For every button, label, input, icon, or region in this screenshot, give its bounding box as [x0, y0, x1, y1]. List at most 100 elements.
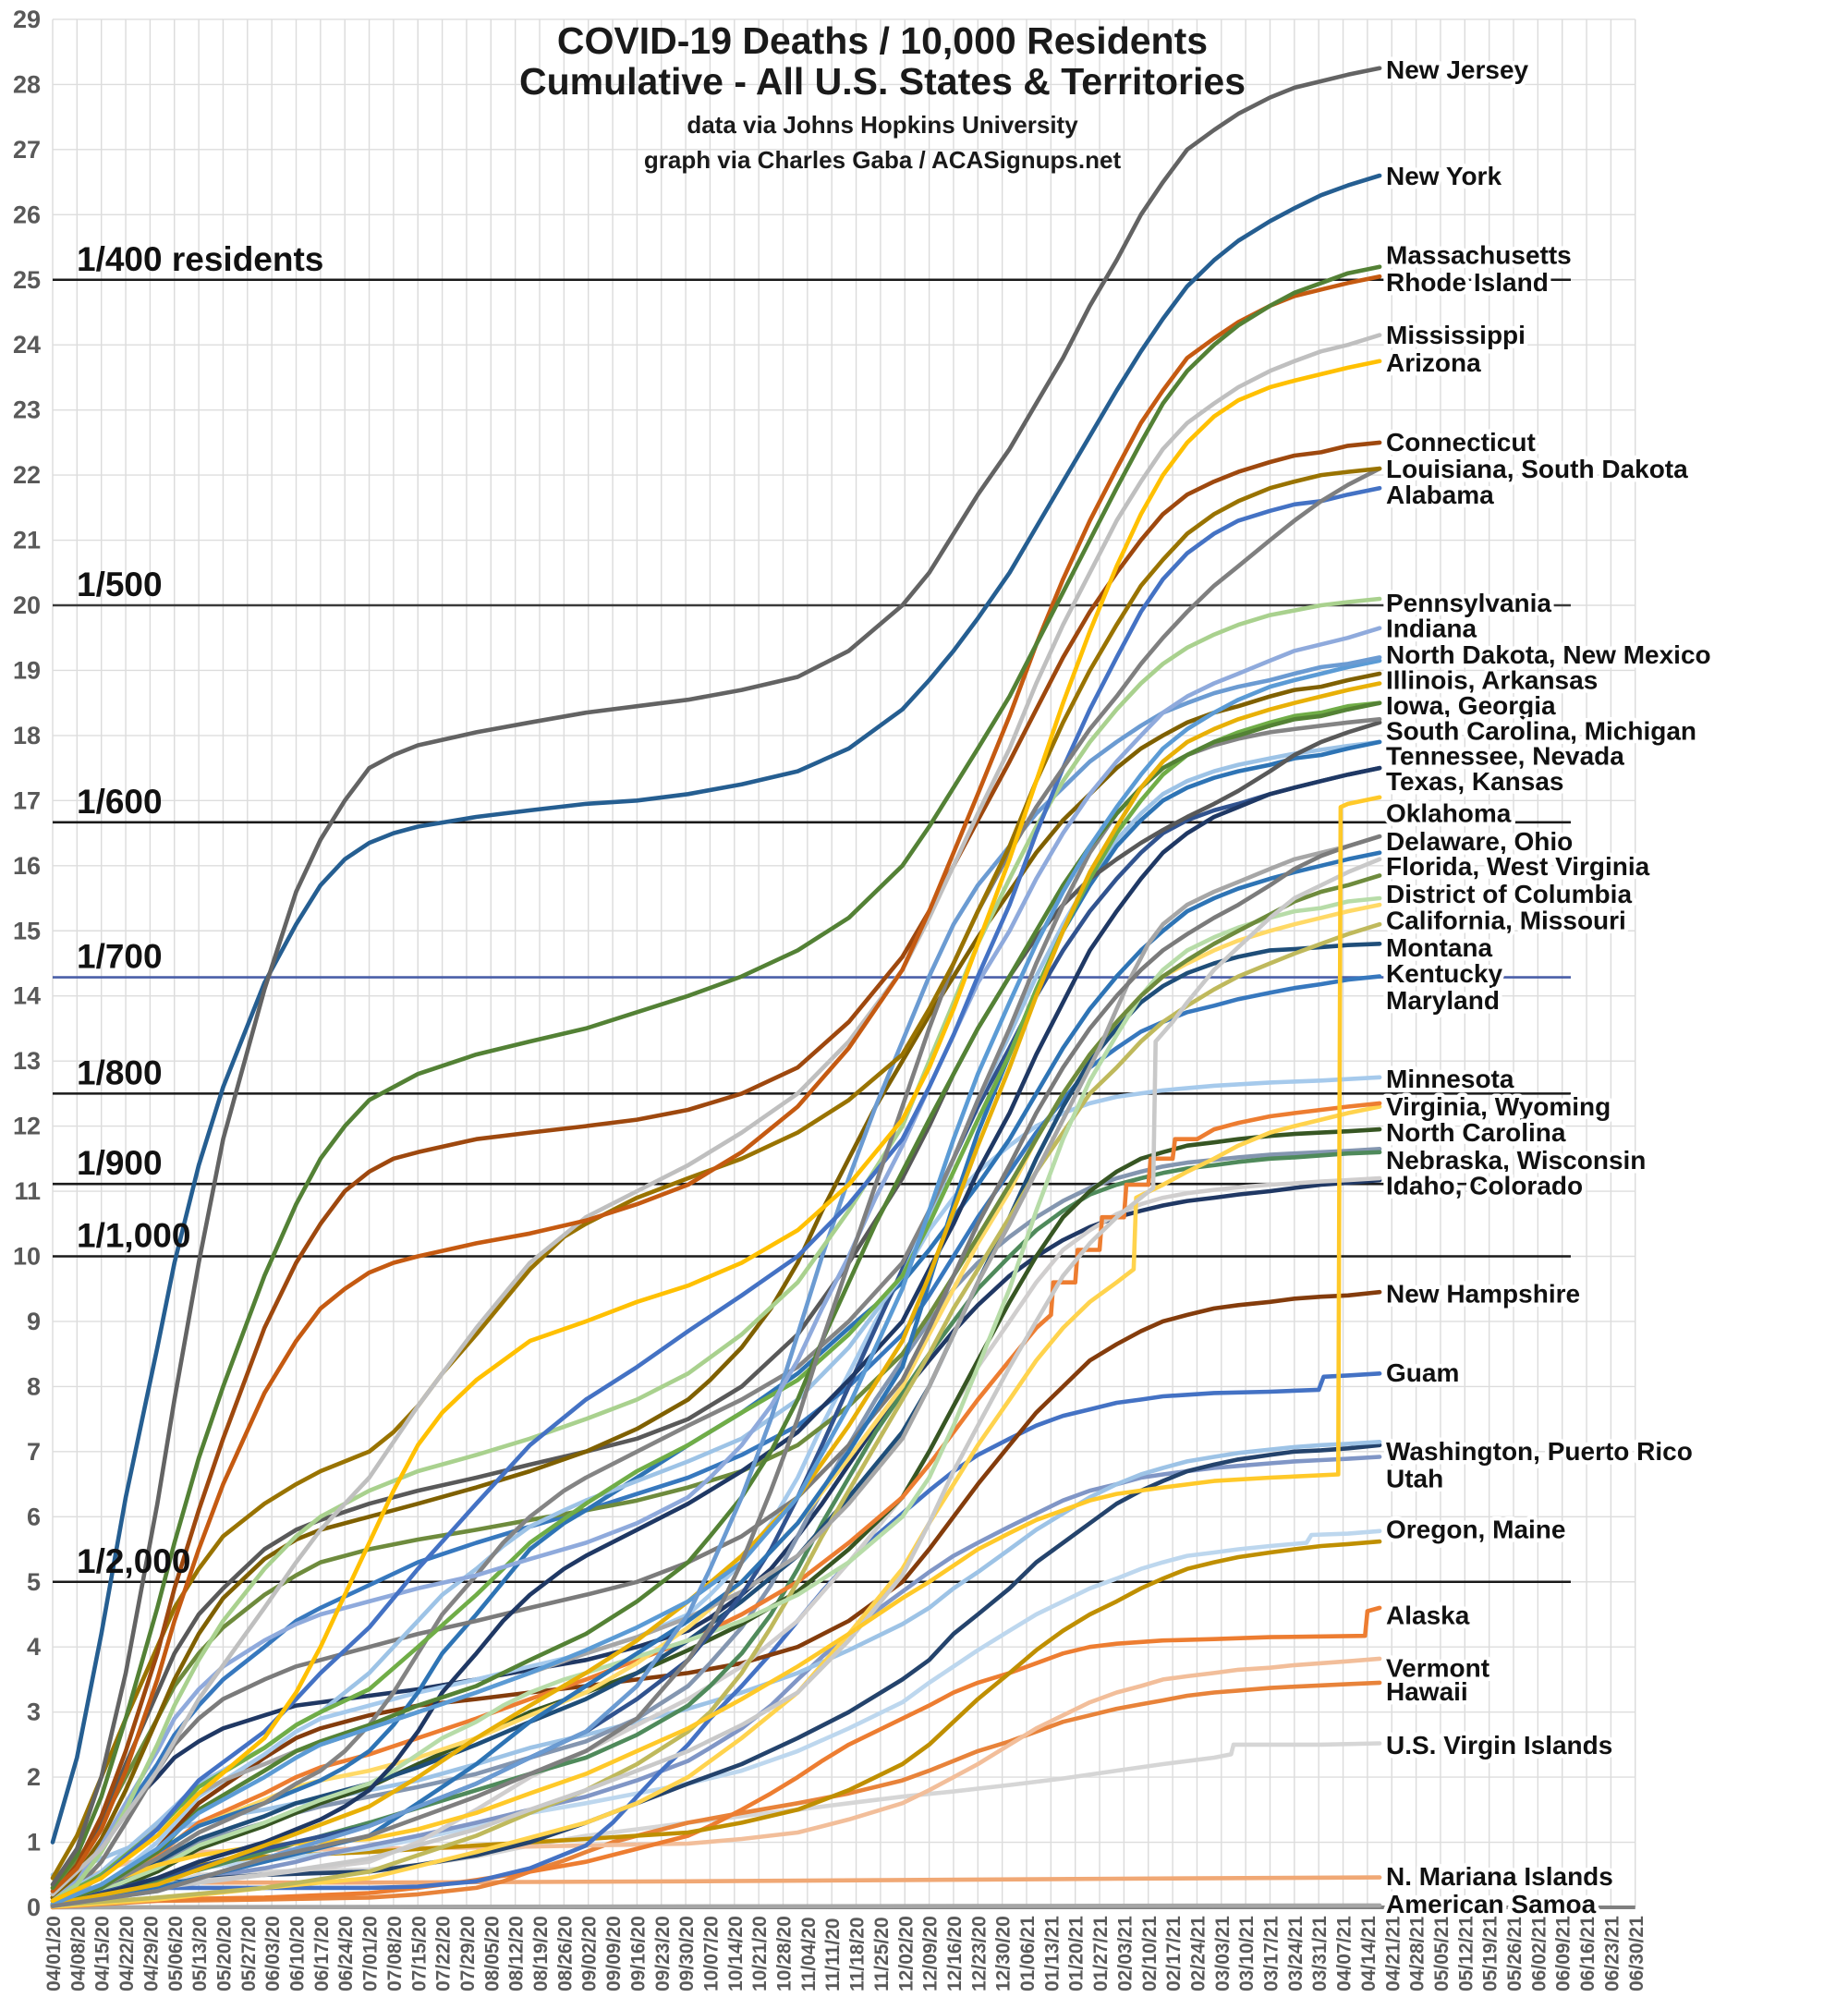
y-tick-label: 14: [13, 982, 41, 1010]
x-tick-label: 06/24/20: [335, 1916, 357, 1991]
y-tick-label: 12: [13, 1113, 41, 1140]
series-line-ohio: [50, 834, 1382, 1906]
state-label-alaska: Alaska: [1386, 1601, 1470, 1630]
series-line-connecticut: [50, 440, 1382, 1897]
reference-line-labels: 1/400 residents 1/500 1/600 1/700 1/800 1/900…: [77, 240, 323, 1580]
x-tick-label: 12/09/20: [920, 1916, 942, 1991]
reference-label-1-1-000: 1/1,000: [77, 1217, 190, 1255]
series-line-wyoming: [50, 1104, 1382, 1909]
state-label-tennessee-nevada: Tennessee, Nevada: [1386, 742, 1624, 771]
state-label-delaware-ohio: Delaware, Ohio: [1386, 827, 1573, 856]
series-line-indiana: [50, 626, 1382, 1904]
series-line-virginia: [50, 1101, 1382, 1906]
x-tick-label: 05/05/21: [1431, 1916, 1453, 1991]
axis-labels: 0123456789101112131415161718192021222324…: [13, 6, 1647, 1991]
chart-title-line2: Cumulative - All U.S. States & Territori…: [519, 60, 1246, 103]
x-tick-label: 06/30/21: [1626, 1916, 1647, 1991]
y-tick-label: 27: [13, 136, 41, 164]
state-label-minnesota: Minnesota: [1386, 1065, 1514, 1093]
reference-label-1-2-000: 1/2,000: [77, 1542, 190, 1580]
state-label-maryland: Maryland: [1386, 986, 1500, 1015]
x-tick-label: 03/31/21: [1309, 1916, 1331, 1991]
state-label-utah: Utah: [1386, 1465, 1443, 1493]
series-line-north-dakota: [50, 655, 1382, 1908]
x-tick-label: 09/23/20: [652, 1916, 674, 1991]
x-tick-label: 02/24/21: [1187, 1916, 1209, 1991]
series-line-west-virginia: [50, 857, 1382, 1908]
series-line-oregon: [50, 1528, 1382, 1906]
series-line-maryland: [50, 974, 1382, 1900]
y-tick-label: 3: [27, 1699, 41, 1726]
series-line-oklahoma: [50, 795, 1382, 1906]
x-tick-label: 06/09/21: [1553, 1916, 1574, 1991]
x-tick-label: 11/18/20: [847, 1917, 869, 1991]
reference-label-1-400-residents: 1/400 residents: [77, 240, 323, 278]
x-tick-label: 06/23/21: [1601, 1916, 1623, 1991]
x-tick-label: 11/04/20: [798, 1917, 820, 1991]
y-tick-label: 5: [27, 1568, 41, 1596]
x-tick-label: 05/20/20: [213, 1916, 235, 1991]
series-line-new-york: [50, 173, 1382, 1845]
y-tick-label: 19: [13, 656, 41, 684]
series-line-illinois: [50, 671, 1382, 1900]
x-tick-label: 06/16/21: [1577, 1916, 1599, 1991]
series-line-pennsylvania: [50, 596, 1382, 1904]
title-block: COVID-19 Deaths / 10,000 Residents Cumul…: [519, 19, 1246, 174]
x-tick-label: 07/08/20: [384, 1916, 406, 1991]
state-label-alabama: Alabama: [1386, 481, 1494, 509]
x-tick-label: 06/10/20: [287, 1916, 309, 1991]
state-label-north-dakota-new-mexico: North Dakota, New Mexico: [1386, 640, 1711, 669]
x-tick-label: 12/23/20: [968, 1916, 990, 1991]
x-tick-label: 12/02/20: [895, 1916, 917, 1991]
reference-label-1-800: 1/800: [77, 1053, 163, 1091]
x-tick-label: 12/30/20: [993, 1916, 1015, 1991]
state-label-indiana: Indiana: [1386, 615, 1477, 643]
y-tick-label: 20: [13, 591, 41, 619]
x-tick-label: 09/02/20: [579, 1916, 601, 1991]
x-tick-label: 05/12/21: [1455, 1916, 1477, 1991]
chart-credit-data-source: data via Johns Hopkins University: [687, 111, 1078, 139]
chart-title-line1: COVID-19 Deaths / 10,000 Residents: [557, 19, 1208, 62]
state-label-new-york: New York: [1386, 162, 1502, 190]
y-tick-label: 17: [13, 786, 41, 814]
x-tick-label: 11/25/20: [871, 1917, 893, 1991]
reference-label-1-500: 1/500: [77, 566, 163, 603]
x-tick-label: 01/13/21: [1041, 1916, 1063, 1991]
x-tick-label: 01/27/21: [1090, 1916, 1112, 1991]
state-label-iowa-georgia: Iowa, Georgia: [1386, 691, 1556, 720]
series-line-minnesota: [50, 1075, 1382, 1906]
x-tick-label: 04/07/21: [1334, 1916, 1356, 1991]
state-label-arizona: Arizona: [1386, 348, 1481, 377]
state-label-virginia-wyoming: Virginia, Wyoming: [1386, 1092, 1611, 1121]
x-tick-label: 09/16/20: [627, 1916, 649, 1991]
y-tick-label: 21: [13, 527, 41, 554]
y-tick-label: 7: [27, 1438, 41, 1466]
x-tick-label: 03/03/21: [1212, 1916, 1234, 1991]
state-label-u-s-virgin-islands: U.S. Virgin Islands: [1386, 1731, 1612, 1760]
x-tick-label: 05/26/21: [1504, 1916, 1526, 1991]
series-line-rhode-island: [50, 274, 1382, 1893]
x-tick-label: 08/26/20: [554, 1916, 576, 1991]
y-tick-label: 22: [13, 461, 41, 489]
y-tick-label: 8: [27, 1372, 41, 1400]
state-label-washington-puerto-rico: Washington, Puerto Rico: [1386, 1437, 1693, 1466]
series-line-arkansas: [50, 681, 1382, 1906]
series-line-arizona: [50, 359, 1382, 1904]
state-label-massachusetts: Massachusetts: [1386, 240, 1572, 269]
reference-label-1-900: 1/900: [77, 1144, 163, 1182]
x-tick-label: 06/02/21: [1528, 1916, 1550, 1991]
x-tick-label: 01/06/21: [1017, 1916, 1039, 1991]
state-label-florida-west-virginia: Florida, West Virginia: [1386, 852, 1650, 881]
state-label-vermont: Vermont: [1386, 1654, 1489, 1683]
x-tick-label: 06/03/20: [262, 1916, 284, 1991]
state-label-louisiana-south-dakota: Louisiana, South Dakota: [1386, 455, 1688, 483]
state-label-connecticut: Connecticut: [1386, 428, 1536, 457]
x-tick-label: 05/13/20: [189, 1916, 211, 1991]
state-label-district-of-columbia: District of Columbia: [1386, 880, 1632, 908]
x-tick-label: 03/10/21: [1236, 1916, 1258, 1991]
x-tick-label: 07/29/20: [457, 1916, 479, 1991]
state-label-hawaii: Hawaii: [1386, 1677, 1468, 1706]
y-tick-label: 6: [27, 1503, 41, 1530]
